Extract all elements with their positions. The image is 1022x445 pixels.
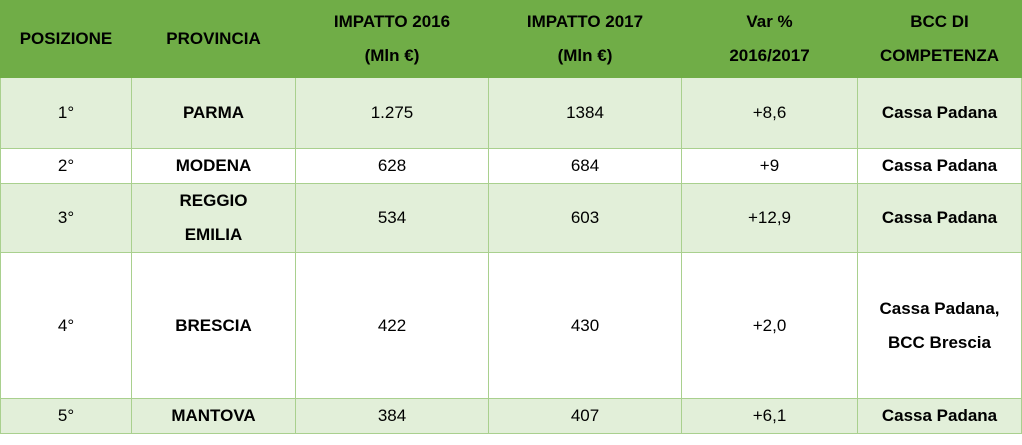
cell-impatto-2016: 628 <box>295 148 489 184</box>
cell-impatto-2016: 384 <box>295 398 489 434</box>
cell-impatto-2017: 407 <box>488 398 682 434</box>
cell-bcc: Cassa Padana, BCC Brescia <box>857 252 1022 399</box>
cell-posizione: 4° <box>0 252 132 399</box>
header-text: POSIZIONE <box>19 29 113 48</box>
bcc-text: Cassa Padana <box>881 208 998 227</box>
cell-var: +12,9 <box>681 183 858 253</box>
cell-impatto-2017: 684 <box>488 148 682 184</box>
cell-var: +8,6 <box>681 77 858 149</box>
cell-posizione: 3° <box>0 183 132 253</box>
cell-var: +6,1 <box>681 398 858 434</box>
table-row: 1° PARMA 1.275 1384 +8,6 Cassa Padana <box>0 77 1022 149</box>
cell-var: +9 <box>681 148 858 184</box>
cell-posizione: 1° <box>0 77 132 149</box>
header-text: COMPETENZA <box>880 46 999 65</box>
cell-posizione: 2° <box>0 148 132 184</box>
cell-impatto-2017: 603 <box>488 183 682 253</box>
bcc-text: Cassa Padana, <box>879 298 1000 318</box>
header-text: Var % <box>746 12 793 31</box>
cell-bcc: Cassa Padana <box>857 77 1022 149</box>
provincia-text: MANTOVA <box>171 406 256 425</box>
cell-impatto-2017: 1384 <box>488 77 682 149</box>
cell-impatto-2016: 534 <box>295 183 489 253</box>
cell-impatto-2017: 430 <box>488 252 682 399</box>
header-bcc: BCC DI COMPETENZA <box>857 0 1022 78</box>
header-posizione: POSIZIONE <box>0 0 132 78</box>
cell-provincia: BRESCIA <box>131 252 296 399</box>
provincia-text: EMILIA <box>184 225 243 244</box>
cell-provincia: MODENA <box>131 148 296 184</box>
cell-impatto-2016: 1.275 <box>295 77 489 149</box>
table-row: 2° MODENA 628 684 +9 Cassa Padana <box>0 148 1022 184</box>
header-impatto-2016: IMPATTO 2016 (Mln €) <box>295 0 489 78</box>
header-unit: (Mln €) <box>364 46 420 65</box>
header-text: IMPATTO 2017 <box>526 12 644 31</box>
cell-provincia: MANTOVA <box>131 398 296 434</box>
bcc-text: Cassa Padana <box>881 103 998 122</box>
table-row: 5° MANTOVA 384 407 +6,1 Cassa Padana <box>0 398 1022 434</box>
table-row: 3° REGGIO EMILIA 534 603 +12,9 Cassa Pad… <box>0 183 1022 253</box>
provincia-text: REGGIO <box>179 191 248 210</box>
cell-bcc: Cassa Padana <box>857 398 1022 434</box>
cell-provincia: REGGIO EMILIA <box>131 183 296 253</box>
header-text: 2016/2017 <box>729 46 810 65</box>
cell-var: +2,0 <box>681 252 858 399</box>
header-text: BCC DI <box>910 12 969 31</box>
header-row: POSIZIONE PROVINCIA IMPATTO 2016 (Mln €)… <box>0 0 1022 78</box>
cell-bcc: Cassa Padana <box>857 148 1022 184</box>
header-unit: (Mln €) <box>557 46 613 65</box>
header-provincia: PROVINCIA <box>131 0 296 78</box>
province-impact-table: POSIZIONE PROVINCIA IMPATTO 2016 (Mln €)… <box>0 0 1022 434</box>
cell-impatto-2016: 422 <box>295 252 489 399</box>
header-var: Var % 2016/2017 <box>681 0 858 78</box>
header-impatto-2017: IMPATTO 2017 (Mln €) <box>488 0 682 78</box>
provincia-text: MODENA <box>175 156 252 175</box>
cell-bcc: Cassa Padana <box>857 183 1022 253</box>
bcc-text: BCC Brescia <box>888 332 991 352</box>
table-row: 4° BRESCIA 422 430 +2,0 Cassa Padana, BC… <box>0 252 1022 399</box>
bcc-text: Cassa Padana <box>881 156 998 175</box>
provincia-text: PARMA <box>182 103 245 122</box>
bcc-text: Cassa Padana <box>881 406 998 425</box>
provincia-text: BRESCIA <box>175 315 252 335</box>
cell-provincia: PARMA <box>131 77 296 149</box>
cell-posizione: 5° <box>0 398 132 434</box>
header-text: PROVINCIA <box>166 29 261 48</box>
header-text: IMPATTO 2016 <box>333 12 451 31</box>
